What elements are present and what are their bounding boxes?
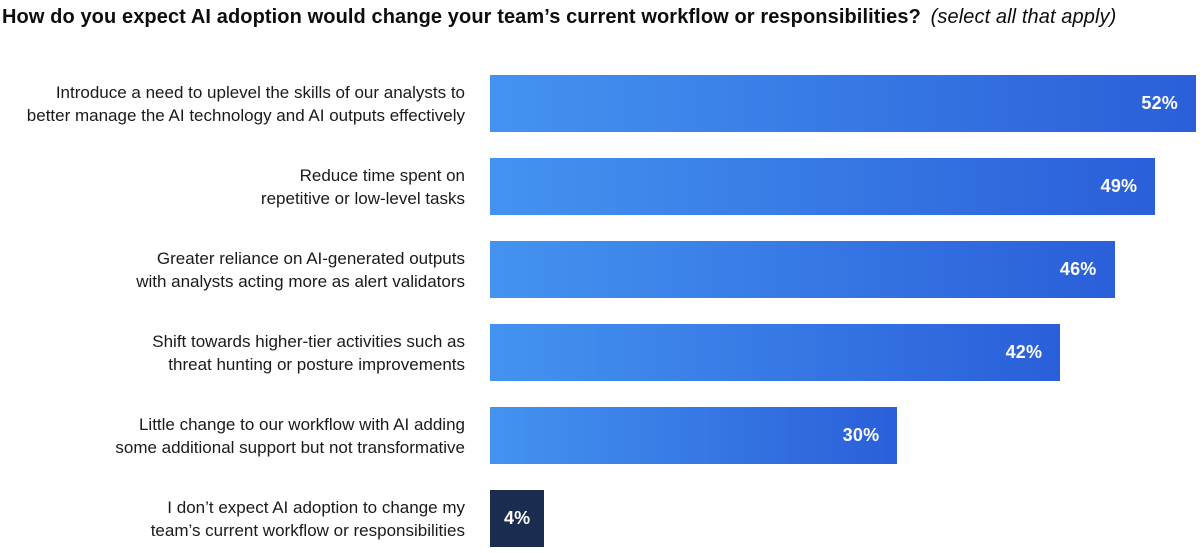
bar-value-label: 46% xyxy=(1059,259,1097,279)
chart-row: Reduce time spent on repetitive or low-l… xyxy=(0,158,1200,215)
bar-track: 4% xyxy=(490,490,1196,547)
bar: 52% xyxy=(490,75,1196,132)
bar-value-label: 30% xyxy=(842,425,880,445)
bar: 49% xyxy=(490,158,1156,215)
chart-title-question: How do you expect AI adoption would chan… xyxy=(2,6,921,28)
bar-category-label: Little change to our workflow with AI ad… xyxy=(115,414,465,457)
bar: 42% xyxy=(490,324,1061,381)
bar-category-label: Greater reliance on AI-generated outputs… xyxy=(136,248,465,291)
bar-track: 49% xyxy=(490,158,1196,215)
chart-title-instruction: (select all that apply) xyxy=(930,6,1117,28)
chart-row: Shift towards higher-tier activities suc… xyxy=(0,324,1200,381)
chart-rows: Introduce a need to uplevel the skills o… xyxy=(0,75,1200,553)
bar-category-label: Introduce a need to uplevel the skills o… xyxy=(26,82,465,125)
bar: 4% xyxy=(490,490,545,547)
bar-track: 30% xyxy=(490,407,1196,464)
bar: 30% xyxy=(490,407,898,464)
chart-title: How do you expect AI adoption would chan… xyxy=(2,6,1116,29)
chart-row: Introduce a need to uplevel the skills o… xyxy=(0,75,1200,132)
bar-value-label: 52% xyxy=(1141,93,1178,113)
chart-row: I don’t expect AI adoption to change my … xyxy=(0,490,1200,547)
bar-track: 42% xyxy=(490,324,1196,381)
chart-row: Little change to our workflow with AI ad… xyxy=(0,407,1200,464)
bar-value-label: 42% xyxy=(1005,342,1043,362)
bar: 46% xyxy=(490,241,1115,298)
bar-category-label: Shift towards higher-tier activities suc… xyxy=(152,331,465,374)
bar-category-label: Reduce time spent on repetitive or low-l… xyxy=(260,165,465,208)
bar-value-label: 4% xyxy=(503,508,531,528)
bar-track: 52% xyxy=(490,75,1196,132)
chart-row: Greater reliance on AI-generated outputs… xyxy=(0,241,1200,298)
bar-value-label: 49% xyxy=(1100,176,1138,196)
bar-category-label: I don’t expect AI adoption to change my … xyxy=(150,497,465,540)
bar-track: 46% xyxy=(490,241,1196,298)
